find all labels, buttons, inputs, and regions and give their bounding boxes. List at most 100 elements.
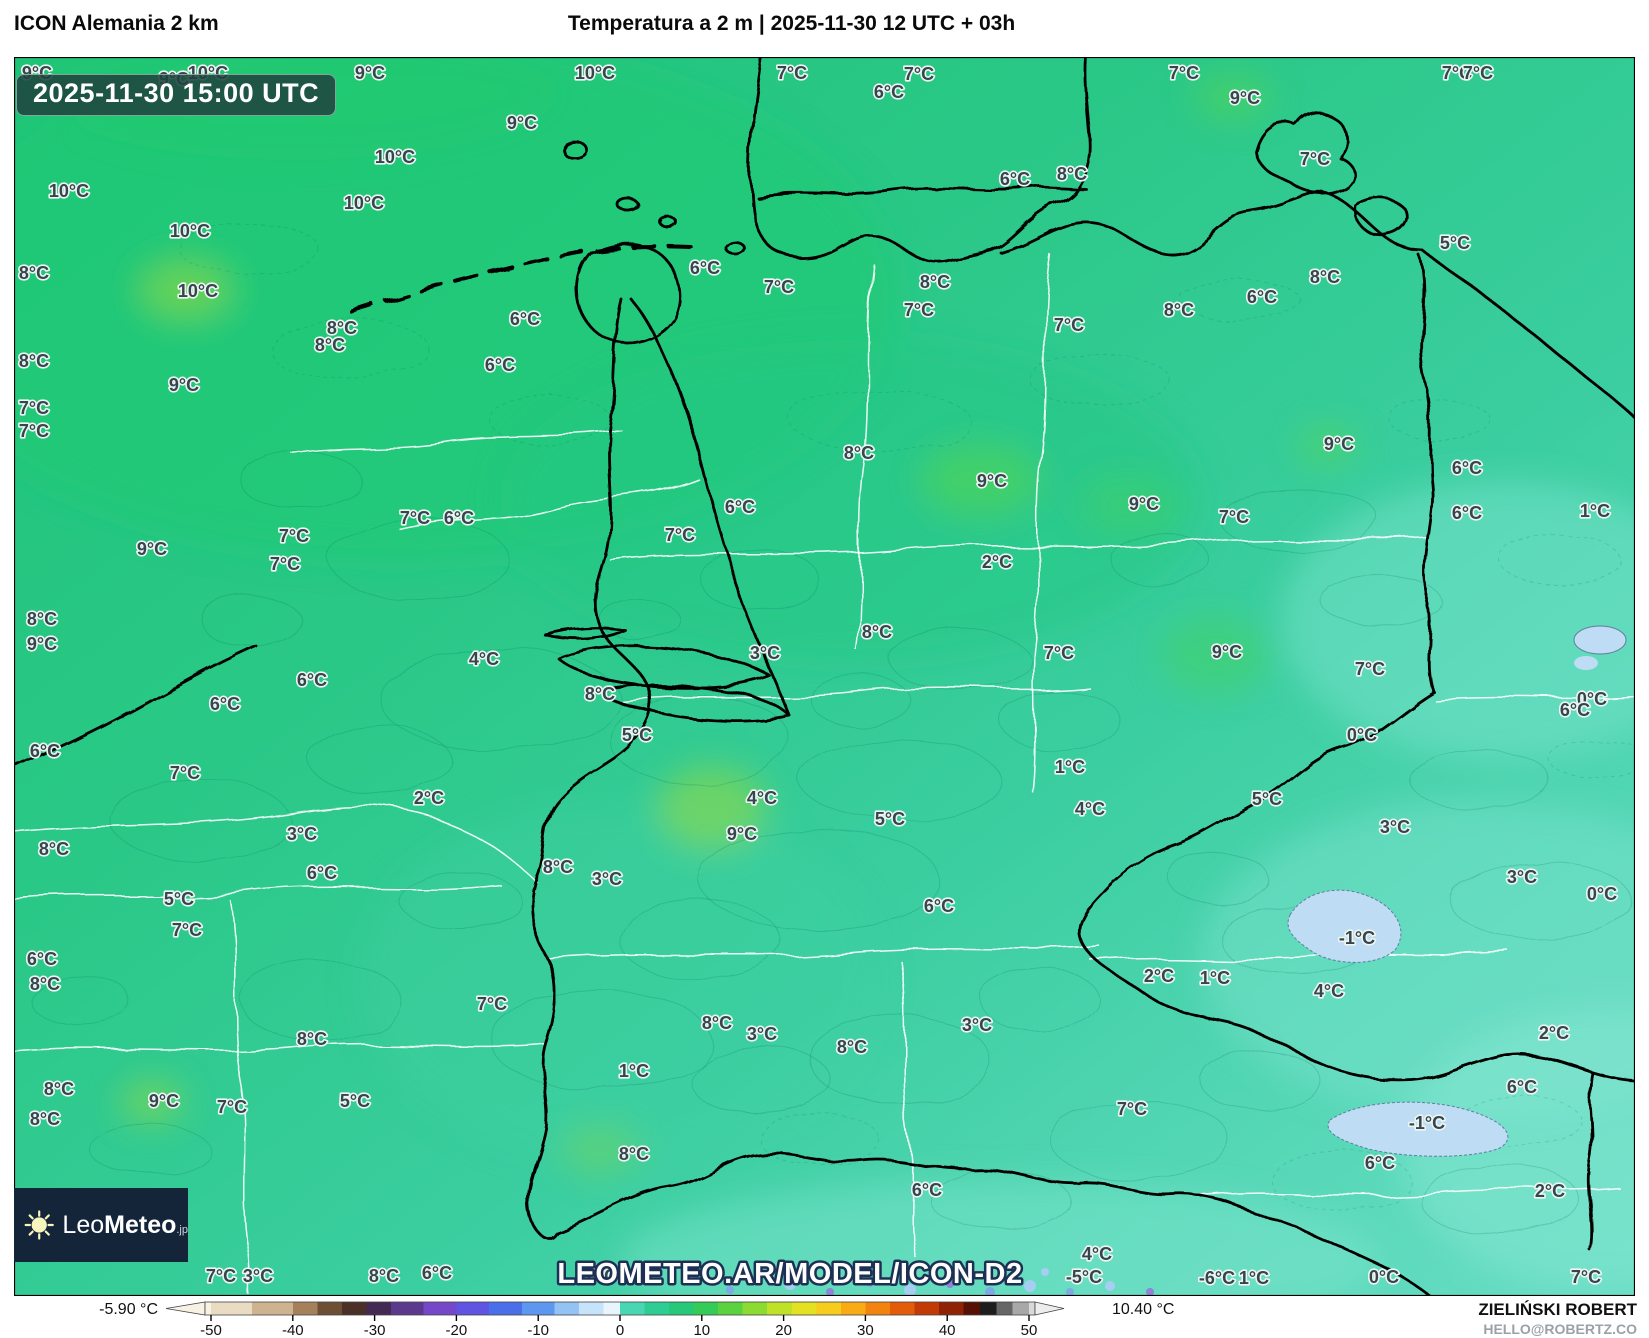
temp-label: 0°C bbox=[587, 1266, 617, 1286]
temp-label: 1°C bbox=[1239, 1268, 1269, 1288]
temp-labels-layer: 9°C 9°C 10°C 9°C 9°C 10°C 10°C 10°C 10°C 8°C 10°C 8… bbox=[17, 61, 1618, 1289]
temp-label: 9°C bbox=[149, 1091, 179, 1111]
temp-label: 0°C bbox=[1587, 884, 1617, 904]
temp-label: 3°C bbox=[287, 824, 317, 844]
temp-label: 6°C bbox=[1452, 503, 1482, 523]
temp-label: 4°C bbox=[469, 649, 499, 669]
temp-label: 7°C bbox=[1463, 63, 1493, 83]
temp-label: 8°C bbox=[585, 684, 615, 704]
temp-label: 7°C bbox=[279, 526, 309, 546]
temp-label: 5°C bbox=[875, 809, 905, 829]
temp-label: 3°C bbox=[243, 1266, 273, 1286]
temp-label: 7°C bbox=[1044, 643, 1074, 663]
watermark-text: LEOMETEO.AR/MODEL/ICON-D2 bbox=[557, 1258, 1022, 1290]
scale-tick-label: 10 bbox=[693, 1322, 710, 1338]
temp-label: 7°C bbox=[1442, 63, 1472, 83]
temp-label: 7°C bbox=[764, 277, 794, 297]
temp-label: 6°C bbox=[27, 949, 57, 969]
temp-label: 5°C bbox=[622, 725, 652, 745]
temp-label: 6°C bbox=[30, 741, 60, 761]
scale-tick-label: -20 bbox=[446, 1322, 468, 1338]
temp-label: 7°C bbox=[665, 525, 695, 545]
temp-label: 6°C bbox=[210, 694, 240, 714]
page-title: Temperatura a 2 m | 2025-11-30 12 UTC + … bbox=[567, 12, 1016, 35]
temp-label: 3°C bbox=[592, 869, 622, 889]
temp-label: 8°C bbox=[1057, 164, 1087, 184]
temp-label: 9°C bbox=[355, 63, 385, 83]
scale-left-arrow bbox=[165, 1301, 206, 1316]
scale-tick-label: 50 bbox=[1021, 1322, 1038, 1338]
temp-label: 6°C bbox=[1507, 1077, 1537, 1097]
scale-tick-label: 0 bbox=[616, 1322, 624, 1338]
scale-tick-label: 20 bbox=[775, 1322, 792, 1338]
temp-label: 2°C bbox=[1539, 1023, 1569, 1043]
temp-label: 10°C bbox=[170, 221, 210, 241]
temp-label: 8°C bbox=[369, 1266, 399, 1286]
temp-label: 5°C bbox=[164, 889, 194, 909]
temp-label: 6°C bbox=[924, 896, 954, 916]
temp-label: 8°C bbox=[619, 1144, 649, 1164]
temp-label: 7°C bbox=[1169, 63, 1199, 83]
temp-label: 8°C bbox=[327, 318, 357, 338]
temp-label: 6°C bbox=[307, 863, 337, 883]
scale-right-arrow bbox=[1034, 1301, 1065, 1316]
temp-label: 8°C bbox=[844, 443, 874, 463]
temp-label: 0°C bbox=[1369, 1267, 1399, 1287]
temp-label: 8°C bbox=[837, 1037, 867, 1057]
sun-icon bbox=[24, 1210, 54, 1240]
temp-label: 7°C bbox=[1219, 507, 1249, 527]
temp-label: 7°C bbox=[270, 554, 300, 574]
cold-patches-layer bbox=[685, 625, 1627, 1296]
scale-max-label: 10.40 °C bbox=[1112, 1301, 1174, 1318]
temp-label: 7°C bbox=[19, 421, 49, 441]
temp-label: 9°C bbox=[727, 824, 757, 844]
temp-label: 8°C bbox=[39, 839, 69, 859]
temp-label: 8°C bbox=[1164, 300, 1194, 320]
temp-label: 6°C bbox=[912, 1180, 942, 1200]
temp-label: 7°C bbox=[400, 508, 430, 528]
scale-tick-label: 40 bbox=[939, 1322, 956, 1338]
temp-label: 6°C bbox=[1247, 287, 1277, 307]
temp-label: 9°C bbox=[507, 113, 537, 133]
map-frame bbox=[14, 57, 1635, 1296]
temp-label: 7°C bbox=[19, 398, 49, 418]
map-container: 9°C 9°C 10°C 9°C 9°C 10°C 10°C 10°C 10°C 8°C 10°C 8… bbox=[14, 57, 1635, 1296]
leometeo-logo: LeoMeteo.jp bbox=[14, 1188, 188, 1262]
temp-label: 4°C bbox=[1082, 1244, 1112, 1264]
temp-label: 10°C bbox=[375, 147, 415, 167]
temp-label: 5°C bbox=[1252, 789, 1282, 809]
temp-label: 7°C bbox=[170, 763, 200, 783]
temp-label: -5°C bbox=[1066, 1267, 1102, 1287]
temp-label: 3°C bbox=[750, 643, 780, 663]
scale-tick-label: 30 bbox=[857, 1322, 874, 1338]
temp-label: 6°C bbox=[874, 82, 904, 102]
timestamp-badge: 2025-11-30 15:00 UTC bbox=[16, 74, 337, 116]
temp-label: 10°C bbox=[178, 281, 218, 301]
temp-label: 7°C bbox=[217, 1097, 247, 1117]
temp-label: 7°C bbox=[172, 920, 202, 940]
temp-label: 2°C bbox=[1535, 1181, 1565, 1201]
temp-label: 4°C bbox=[1314, 981, 1344, 1001]
temp-label: 8°C bbox=[315, 335, 345, 355]
temp-label: -1°C bbox=[1339, 928, 1375, 948]
temp-label: 7°C bbox=[1117, 1099, 1147, 1119]
temp-label: 8°C bbox=[702, 1013, 732, 1033]
temp-label: 7°C bbox=[777, 63, 807, 83]
logo-text: LeoMeteo.jp bbox=[62, 1210, 188, 1239]
temp-label: 3°C bbox=[1507, 867, 1537, 887]
temp-label: 7°C bbox=[1300, 149, 1330, 169]
scale-tick-label: -30 bbox=[364, 1322, 386, 1338]
temp-label: 6°C bbox=[1365, 1153, 1395, 1173]
temp-label: 2°C bbox=[1144, 966, 1174, 986]
temp-label: 4°C bbox=[747, 788, 777, 808]
temp-label: 7°C bbox=[904, 300, 934, 320]
alps-cold-speckles bbox=[685, 1268, 1154, 1296]
temp-label: 10°C bbox=[344, 193, 384, 213]
temp-label: 7°C bbox=[477, 994, 507, 1014]
temp-label: 9°C bbox=[1324, 434, 1354, 454]
temp-label: 8°C bbox=[543, 857, 573, 877]
credit-email: HELLO@ROBERTZ.CO bbox=[1483, 1321, 1637, 1337]
region-borders-layer bbox=[14, 253, 1635, 1296]
temp-label: 7°C bbox=[1571, 1267, 1601, 1287]
